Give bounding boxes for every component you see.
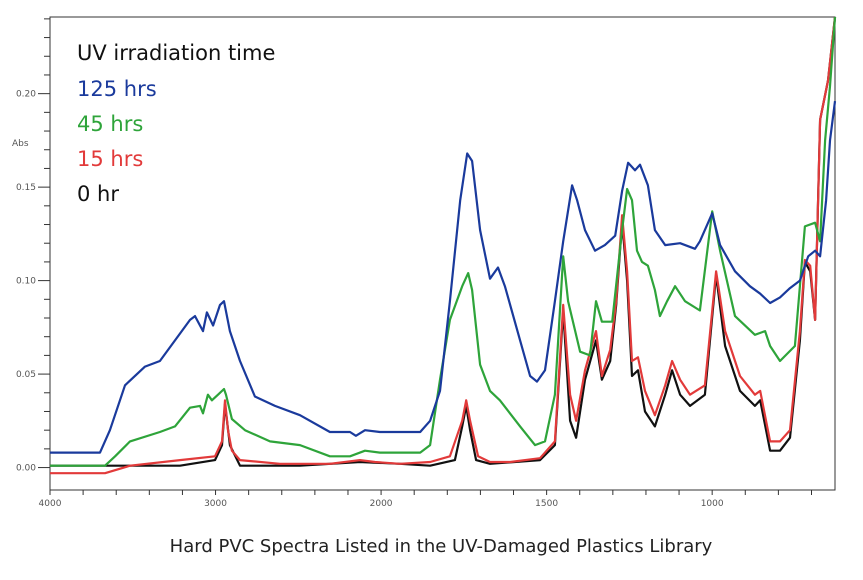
series-line-45-hrs [50,16,837,467]
y-axis: 0.00 0.05 0.10 0.15 0.20 [16,18,50,474]
x-tick-label: 2000 [370,499,393,509]
series-group [50,16,837,475]
x-tick-label: 3000 [204,499,227,509]
legend-item-125-hrs: 125 hrs [77,77,157,101]
chart-caption: Hard PVC Spectra Listed in the UV-Damage… [170,536,713,557]
series-line-15-hrs [50,16,837,475]
legend-item-0-hr: 0 hr [77,182,119,206]
x-tick-label: 4000 [39,499,62,509]
y-tick-label: 0.15 [16,183,36,193]
plot-frame [49,16,836,491]
y-tick-label: 0.20 [16,90,36,100]
y-tick-label: 0.05 [16,370,36,380]
x-tick-label: 1000 [701,499,724,509]
legend: UV irradiation time 125 hrs 45 hrs 15 hr… [77,41,275,206]
series-line-125-hrs [50,100,837,454]
y-tick-label: 0.10 [16,277,36,287]
legend-item-45-hrs: 45 hrs [77,112,143,136]
y-tick-label: 0.00 [16,464,36,474]
y-axis-label: Abs [12,139,29,149]
legend-title: UV irradiation time [77,41,275,65]
x-tick-label: 1500 [535,499,558,509]
x-axis: 4000 3000 2000 1500 1000 [39,490,812,509]
legend-item-15-hrs: 15 hrs [77,147,143,171]
